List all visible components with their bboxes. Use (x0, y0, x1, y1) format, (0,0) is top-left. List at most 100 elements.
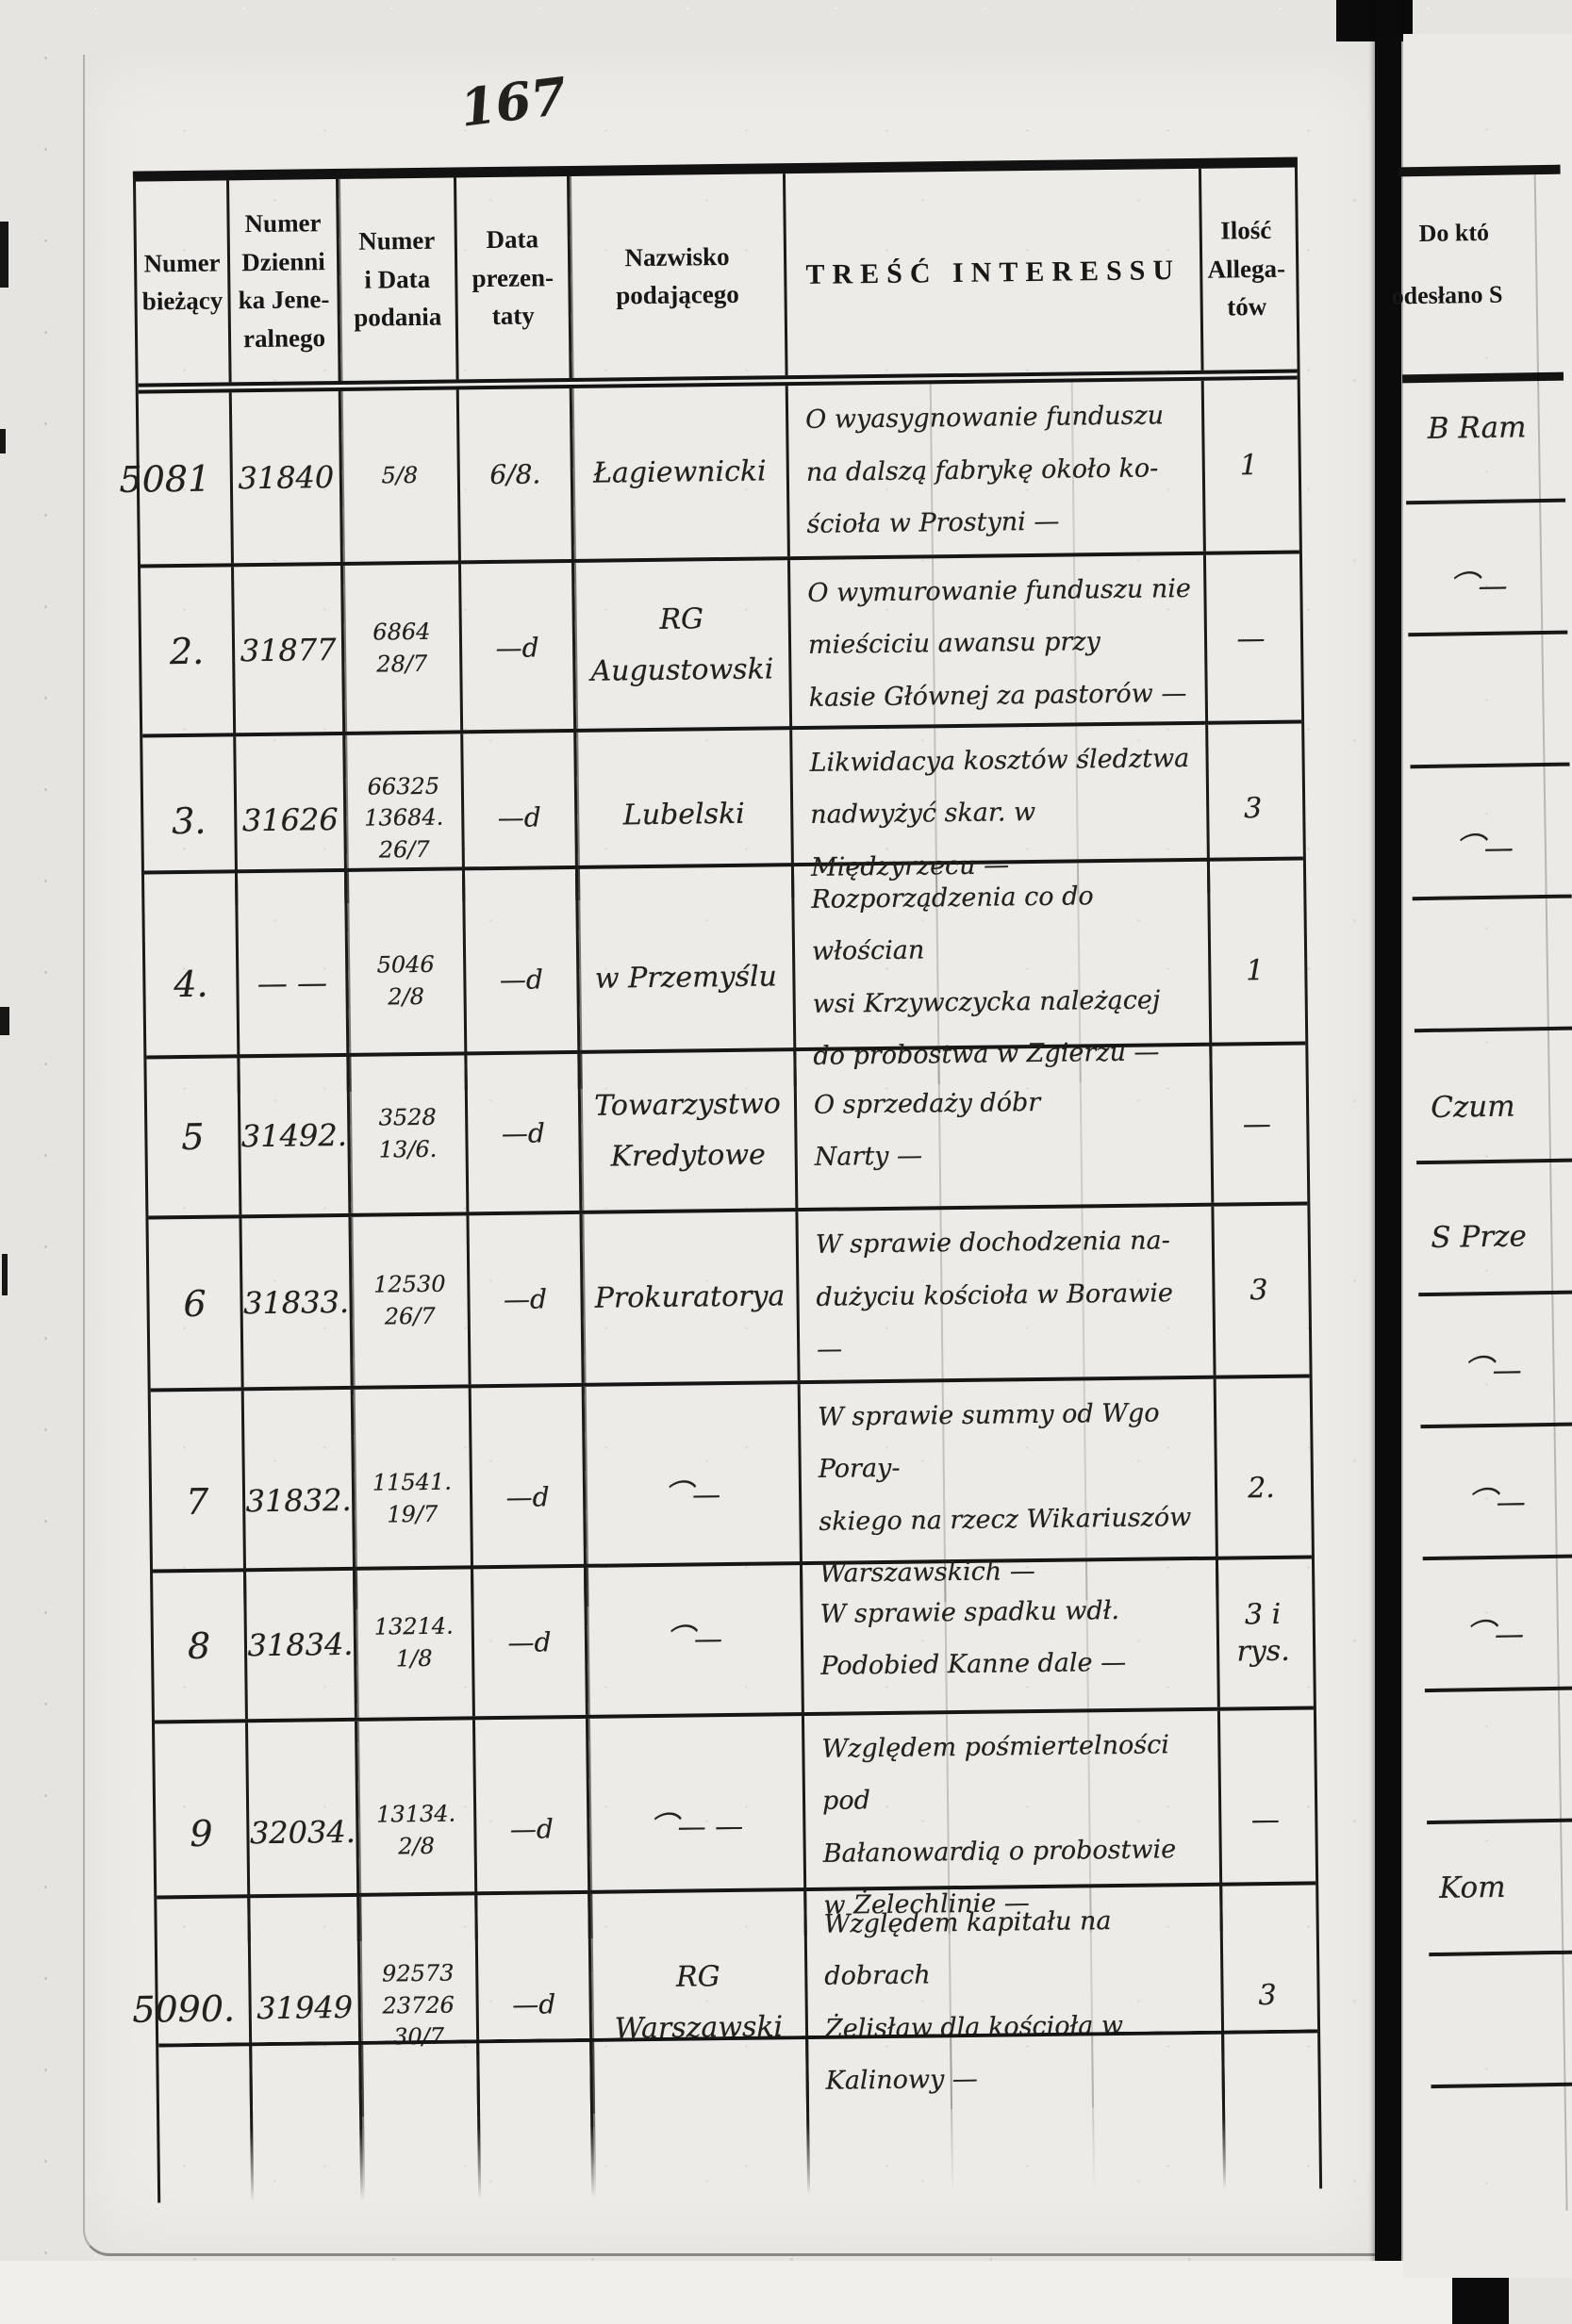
cell-nazwisko: ⌒— (584, 1565, 802, 1715)
table-row: 5081 31840 5/8 6/8. Łagiewnicki O wyasyg… (119, 379, 1299, 565)
cell-podanie: 6864 28/7 (340, 564, 461, 733)
presentation-date: —d (507, 1625, 552, 1658)
cell-podanie: 5/8 (338, 389, 458, 562)
cell-ilosc: 1 (1200, 379, 1294, 552)
right-top-rule (1398, 164, 1561, 177)
ditto-mark: ⌒— (663, 1477, 721, 1512)
table-row: 5 31492. 3528 13/6. —d Towarzystwo Kredy… (146, 1041, 1308, 1216)
allegata-count: 3 (1258, 1979, 1277, 2013)
allegata-count: 3 (1243, 791, 1263, 825)
cell-ilosc: — (1202, 553, 1297, 723)
right-row-rule (1424, 1686, 1572, 1693)
cell-prezentata: —d (466, 1213, 582, 1385)
right-row-rule (1431, 2082, 1572, 2089)
submission-number: 13134. 2/8 (376, 1800, 456, 1860)
presentation-date: —d (495, 631, 539, 664)
submitter-name: Łagiewnicki (592, 453, 767, 490)
right-row-rule (1410, 762, 1570, 769)
header-nazwisko: Nazwisko podającego (566, 173, 786, 378)
submission-number: 12530 26/7 (372, 1270, 446, 1329)
entry-number: 2. (169, 630, 205, 673)
rule-tail (589, 2039, 808, 2198)
handwriting-fragment: ⌒— (1454, 831, 1514, 866)
right-row-rule (1412, 894, 1572, 901)
submitter-name: RG Augustowski (590, 602, 774, 688)
header-label: Nazwisko podającego (616, 241, 739, 310)
allegata-count: 1 (1239, 449, 1259, 483)
cell-nazwisko: Towarzystwo Kredytowe (577, 1051, 796, 1211)
entry-number: 5081 (119, 457, 211, 501)
submission-number: 5046 2/8 (376, 950, 435, 1011)
table-row: 3. 31626 66325 13684. 26/7 —d Lubelski L… (142, 719, 1303, 905)
header-label: Numer Dzienni ka Jene- ralnego (238, 208, 330, 353)
cell-numer: 5 (146, 1058, 239, 1215)
rule-tail (1221, 2033, 1315, 2190)
journal-number: 31832. (245, 1481, 352, 1519)
presentation-date: 6/8. (489, 458, 541, 491)
right-column-rule (1533, 174, 1568, 2211)
handwriting-fragment: ⌒— (1466, 1485, 1527, 1521)
cell-podanie: 3528 13/6. (346, 1055, 467, 1213)
handwriting-fragment: ⌒— (1448, 569, 1508, 604)
cell-podanie: 12530 26/7 (348, 1215, 469, 1386)
cell-numer: 5081 (119, 392, 231, 564)
allegata-count: 2. (1248, 1472, 1276, 1506)
ditto-mark: ⌒— — (649, 1809, 744, 1844)
entry-number: 3. (171, 799, 207, 843)
rule-tail (358, 2043, 479, 2200)
film-margin (0, 2261, 1452, 2324)
journal-number: 31877 (240, 632, 337, 669)
cell-numer: 2. (141, 567, 233, 735)
rule-tail (158, 2046, 251, 2202)
submitter-name: Lubelski (622, 797, 745, 832)
cell-numer: 8 (153, 1572, 245, 1720)
header-ilosc: Ilość Allega- tów (1198, 167, 1292, 371)
handwriting-fragment: ⌒— (1464, 1617, 1525, 1653)
submission-number: 11541. 19/7 (372, 1468, 453, 1528)
entry-number: 4. (174, 963, 208, 1005)
cell-dziennik: 31834. (243, 1570, 355, 1720)
header-label: TREŚĆ INTERESSU (805, 254, 1182, 290)
case-description: O wyasygnowanie funduszu na dalszą fabry… (804, 401, 1165, 540)
submission-number: 3528 13/6. (378, 1104, 438, 1163)
cell-tresc: W sprawie spadku wdł. Podobied Kanne dal… (799, 1559, 1217, 1713)
allegata-count: — (1242, 1107, 1272, 1141)
cell-dziennik: 31877 (231, 565, 343, 735)
allegata-count: 3 (1249, 1274, 1268, 1308)
submission-number: 5/8 (381, 461, 419, 489)
cell-prezentata: —d (458, 562, 574, 733)
register-table: Numer bieżący Numer Dzienni ka Jene- ral… (119, 157, 1323, 2203)
folio-number: 167 (456, 65, 571, 139)
header-label: Ilość Allega- tów (1207, 216, 1286, 321)
presentation-date: —d (505, 1481, 550, 1514)
handwriting-fragment: Czum (1430, 1089, 1515, 1125)
handwriting-fragment: Kom (1438, 1870, 1506, 1905)
header-tresc: TREŚĆ INTERESSU (782, 168, 1201, 376)
presentation-date: —d (509, 1813, 554, 1846)
allegata-count: — (1236, 621, 1266, 655)
journal-number: 32034. (249, 1813, 356, 1851)
submission-number: 6864 28/7 (372, 618, 431, 678)
entry-number: 5 (181, 1115, 205, 1159)
right-header-rule (1401, 371, 1564, 384)
film-edge-mark (2, 1254, 8, 1295)
right-header-line2: odesłano S (1391, 280, 1503, 310)
case-description: W sprawie dochodzenia na- dużyciu kościo… (815, 1226, 1174, 1365)
entry-number: 6 (183, 1282, 207, 1325)
table-row: 2. 31877 6864 28/7 —d RG Augustowski O w… (140, 550, 1302, 735)
cell-prezentata: —d (471, 1567, 586, 1717)
allegata-count: 1 (1246, 954, 1265, 988)
rule-tail (476, 2041, 592, 2200)
table-row: 9 32034. 13134. 2/8 —d ⌒— — Względem poś… (154, 1706, 1316, 1943)
table-row: 4. — — 5046 2/8 —d w Przemyślu Rozporząd… (143, 856, 1306, 1094)
journal-number: — — (256, 964, 328, 1001)
submitter-name: w Przemyślu (594, 960, 778, 996)
journal-number: 31840 (238, 458, 335, 496)
header-numer-podania: Numer i Data podania (336, 177, 456, 381)
entry-number: 8 (187, 1624, 211, 1668)
film-edge-mark (0, 222, 8, 288)
handwriting-fragment: ⌒— (1463, 1353, 1522, 1389)
cell-tresc: O wymurowanie funduszu nie mieściciu awa… (786, 554, 1206, 729)
journal-number: 31626 (241, 801, 339, 839)
